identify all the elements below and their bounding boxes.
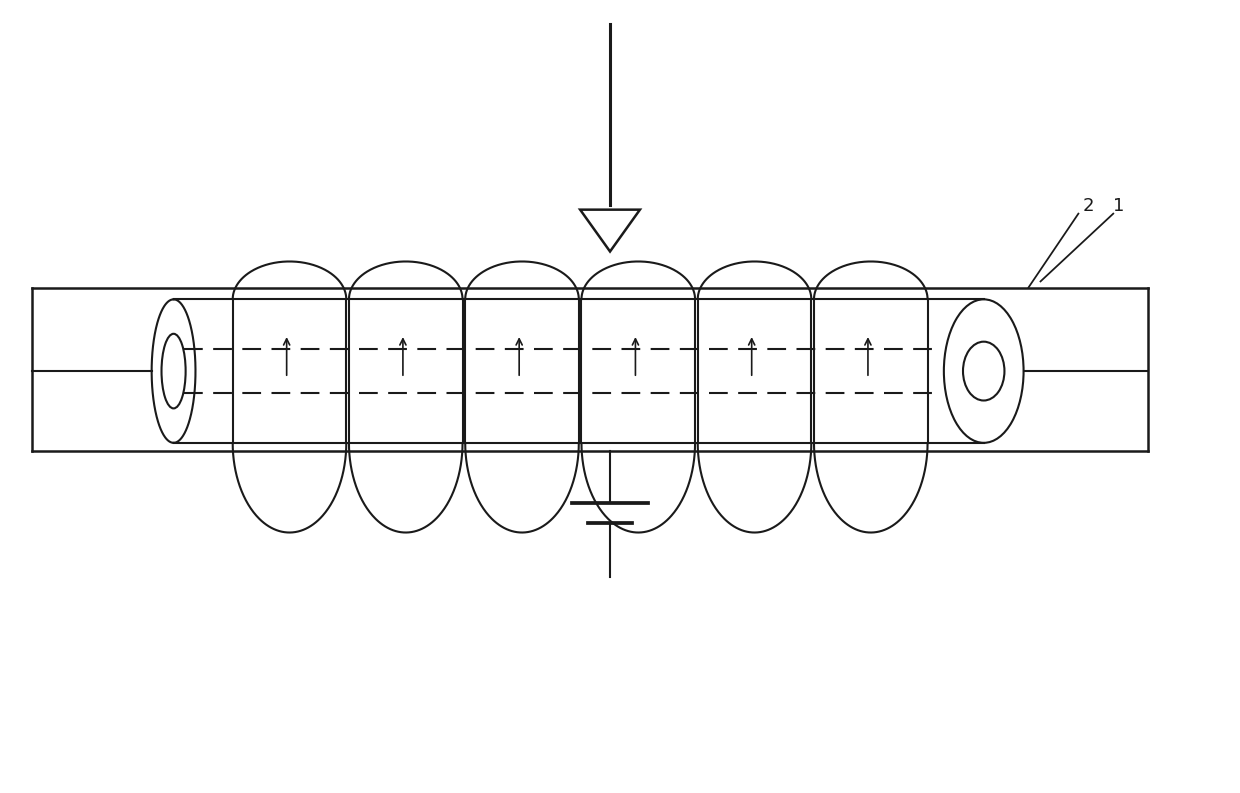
Polygon shape [580, 209, 640, 251]
Text: 1: 1 [1112, 197, 1123, 215]
Text: 2: 2 [1083, 197, 1094, 215]
